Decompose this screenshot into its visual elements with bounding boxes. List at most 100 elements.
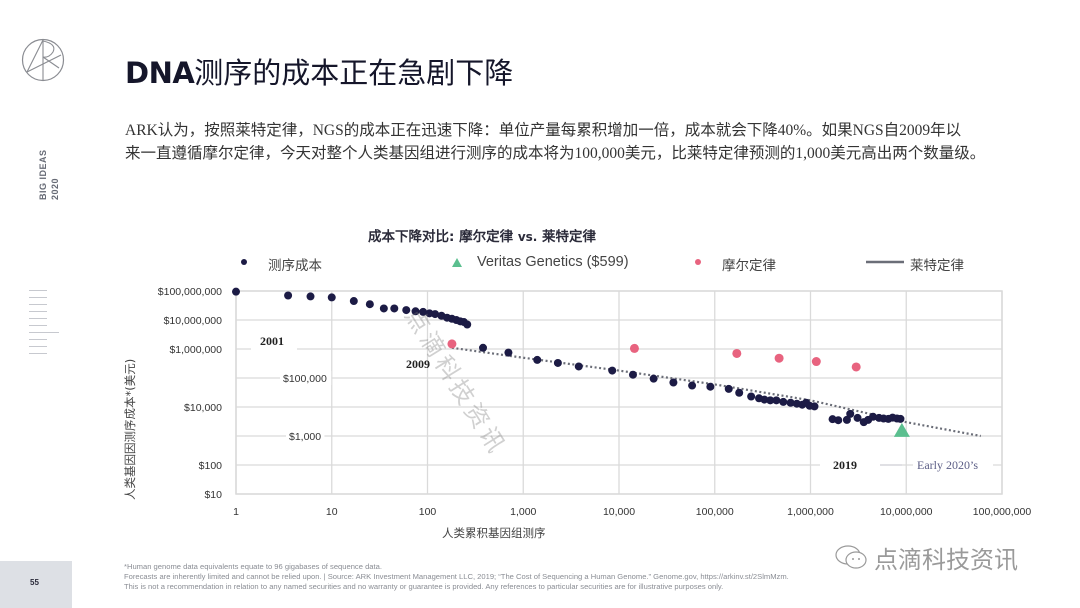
legend-label: Veritas Genetics ($599) [477,254,629,270]
sequencing-cost-point [284,291,293,300]
sequencing-cost-point [419,307,428,316]
sequencing-cost-point [553,358,562,367]
y-tick-label: $10 [204,489,222,501]
x-tick-label: 100,000 [696,506,734,518]
legend-label: 莱特定律 [910,258,964,274]
sequencing-cost-point [766,396,775,405]
sequencing-cost-point [365,300,374,309]
sequencing-cost-series [232,287,905,427]
sequencing-cost-point [747,392,756,401]
sequencing-cost-point [479,343,488,352]
legend-circle-navy-icon [241,259,247,265]
sequencing-cost-point [896,414,905,423]
sequencing-cost-point [628,370,637,379]
sequencing-cost-point [786,398,795,407]
footer-line-3: This is not a recommendation in relation… [124,582,724,591]
watermark-text: 点滴科技资讯 [874,546,1018,574]
sequencing-cost-point [724,384,733,393]
legend-circle-pink-icon [695,259,701,265]
sequencing-cost-point [379,304,388,313]
sequencing-cost-point [688,381,697,390]
veritas-series [893,422,910,437]
moore-law-point [732,348,742,358]
sequencing-cost-point [772,396,781,405]
sequencing-cost-point [390,304,399,313]
chart-ticks: $100,000,000 $10,000,000 $1,000,000 $100,00… [158,286,1032,518]
sequencing-cost-point [232,287,240,296]
x-tick-label: 100,000,000 [973,506,1032,518]
chart-title-vs: vs. [517,230,538,244]
chart-title-moore: 摩尔定律 [454,229,518,245]
moore-law-point [774,353,784,363]
legend-label: 摩尔定律 [722,258,776,274]
y-tick-label: $10,000,000 [164,315,223,327]
sequencing-cost-point [735,388,744,397]
wechat-icon [835,545,867,569]
wright-law-series [451,346,981,438]
y-tick-label: $1,000 [289,431,321,443]
page-number: 55 [30,578,39,587]
x-tick-label: 10,000 [603,506,635,518]
moore-law-point [447,339,457,349]
footer-line-2: Forecasts are inherently limited and can… [124,572,789,581]
sequencing-cost-point [327,293,336,302]
intro-line-1: ARK认为，按照莱特定律，NGS的成本正在迅速下降：单位产量每累积增加一倍，成本… [125,122,962,139]
y-tick-label: $10,000 [184,402,222,414]
sequencing-cost-point [760,395,769,404]
sequencing-cost-point [349,297,358,306]
annotation-2019: 2019 [833,458,857,472]
veritas-point [893,422,910,437]
ark-logo-icon [21,38,65,82]
page-title: DNA测序的成本正在急剧下降 [125,50,513,92]
annotation-early-2020s: Early 2020’s [917,458,978,472]
sequencing-cost-point [533,355,542,364]
legend-triangle-green-icon [452,258,462,267]
legend-label: 测序成本 [268,258,322,274]
footer-line-1: *Human genome data equivalents equate to… [124,562,382,571]
intro-line-2: 来一直遵循摩尔定律，今天对整个人类基因组进行测序的成本将为100,000美元，比… [125,145,986,162]
x-tick-label: 10,000,000 [880,506,933,518]
sequencing-cost-point [402,306,411,315]
chart-title-wright: 莱特定律 [537,229,597,245]
chart-title-colon: : [449,229,455,245]
y-axis-label: 人类基因因测序成本*(美元) [123,359,137,500]
watermark: 点滴科技资讯 [835,540,1018,575]
tick-label-bg [286,429,325,443]
sequencing-cost-point [411,307,420,316]
sequencing-cost-point [810,402,819,411]
sequencing-cost-point [306,292,315,301]
page-number-box [0,561,72,608]
moore-law-point [851,362,861,372]
y-tick-label: $100,000,000 [158,286,222,298]
sequencing-cost-point [608,366,617,375]
sequencing-cost-point [669,378,678,387]
moore-law-series [447,339,861,372]
x-tick-label: 10 [326,506,338,518]
sequencing-cost-point [834,416,843,425]
annotation-2009: 2009 [406,357,430,371]
sequencing-cost-point [574,362,583,371]
y-tick-label: $1,000,000 [169,344,222,356]
x-tick-label: 100 [419,506,437,518]
moore-law-point [629,343,639,353]
chart-grid [235,290,1003,495]
sequencing-cost-point [504,348,513,357]
sequencing-cost-point [431,310,440,319]
sequencing-cost-point [842,415,851,424]
sequencing-cost-point [846,409,855,418]
intro-paragraph: ARK认为，按照莱特定律，NGS的成本正在迅速下降：单位产量每累积增加一倍，成本… [125,119,1045,165]
tick-label-bg [280,371,332,385]
sequencing-cost-point [779,397,788,406]
x-tick-label: 1,000 [510,506,536,518]
title-rest: 测序的成本正在急剧下降 [194,56,514,90]
scale-marks-icon [29,290,61,362]
footer-notes: *Human genome data equivalents equate to… [124,562,789,592]
x-axis-label: 人类累积基因组测序 [442,526,546,540]
x-tick-label: 1,000,000 [787,506,834,518]
legend-line-gray-icon [866,260,904,264]
chart-title-prefix: 成本下降对比 [368,229,449,245]
sequencing-cost-point [853,413,862,422]
sequencing-cost-point [706,382,715,391]
sequencing-cost-point [463,320,472,329]
